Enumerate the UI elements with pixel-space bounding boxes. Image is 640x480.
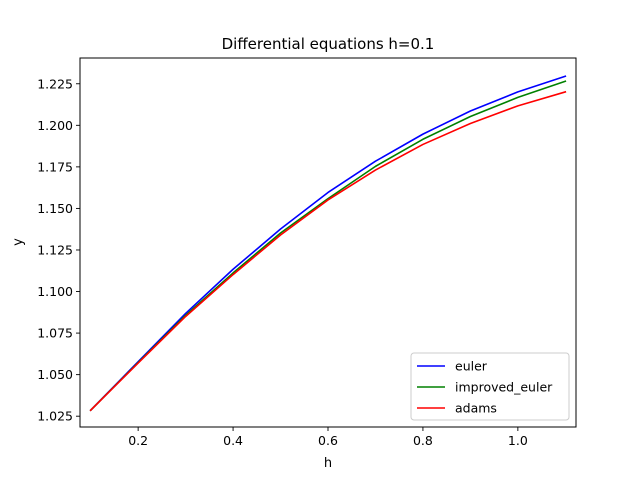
x-tick-label: 0.8 bbox=[413, 433, 433, 448]
legend-label: improved_euler bbox=[455, 380, 553, 395]
legend-item-euler: euler bbox=[417, 359, 488, 374]
legend-item-improved-euler: improved_euler bbox=[417, 380, 553, 395]
legend-label: euler bbox=[455, 359, 488, 374]
y-tick-label: 1.050 bbox=[37, 367, 73, 382]
y-tick-label: 1.100 bbox=[37, 284, 73, 299]
y-tick-label: 1.075 bbox=[37, 326, 73, 341]
series-line-euler bbox=[89, 75, 567, 412]
legend-label: adams bbox=[455, 401, 497, 416]
plot-area bbox=[89, 75, 567, 412]
x-tick-label: 0.2 bbox=[128, 433, 148, 448]
legend-box bbox=[410, 352, 570, 421]
y-tick-label: 1.200 bbox=[37, 118, 73, 133]
y-tick-label: 1.150 bbox=[37, 201, 73, 216]
y-tick-label: 1.175 bbox=[37, 159, 73, 174]
x-axis-label: h bbox=[324, 456, 332, 471]
y-tick-label: 1.225 bbox=[37, 76, 73, 91]
y-axis-label: y bbox=[11, 238, 26, 246]
x-tick-label: 0.4 bbox=[223, 433, 243, 448]
series-line-adams bbox=[89, 90, 567, 412]
y-tick-label: 1.025 bbox=[37, 409, 73, 424]
legend-item-adams: adams bbox=[417, 401, 497, 416]
chart-title: Differential equations h=0.1 bbox=[222, 35, 435, 53]
y-axis: 1.025 1.050 1.075 1.100 1.125 1.150 1.175 1.200… bbox=[37, 76, 80, 424]
x-axis: 0.2 0.4 0.6 0.8 1.0 bbox=[128, 427, 528, 448]
x-tick-label: 0.6 bbox=[318, 433, 338, 448]
x-tick-label: 1.0 bbox=[508, 433, 528, 448]
y-tick-label: 1.125 bbox=[37, 242, 73, 257]
